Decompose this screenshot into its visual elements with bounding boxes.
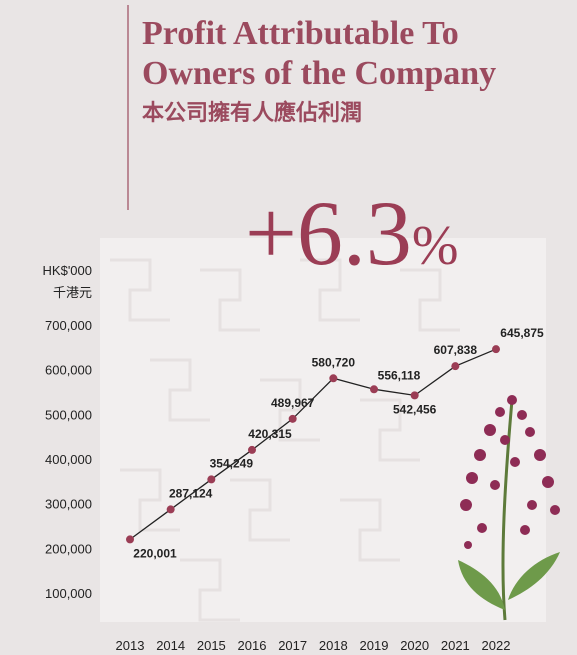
headline: +6.3% <box>245 182 459 284</box>
data-label: 354,249 <box>210 456 254 470</box>
plot-panel <box>100 238 546 622</box>
data-label: 287,124 <box>169 486 213 500</box>
y-tick-label: 400,000 <box>45 452 92 467</box>
x-tick-label: 2020 <box>400 638 429 653</box>
point <box>288 414 297 423</box>
point <box>166 505 175 514</box>
data-label: 542,456 <box>393 402 437 416</box>
point <box>248 445 256 454</box>
x-tick-label: 2021 <box>441 638 470 653</box>
data-label: 556,118 <box>378 368 421 382</box>
y-unit: HK$'000 <box>43 263 92 278</box>
point <box>451 362 460 371</box>
point <box>410 391 419 400</box>
y-unit: 千港元 <box>53 285 92 300</box>
data-label: 580,720 <box>312 355 356 369</box>
y-tick-label: 700,000 <box>45 318 92 333</box>
plant <box>458 395 560 621</box>
pattern <box>110 258 460 622</box>
x-tick-label: 2013 <box>116 638 145 653</box>
chart-title: Profit Attributable To <box>142 15 459 52</box>
x-tick-label: 2022 <box>482 638 511 653</box>
data-label: 220,001 <box>133 546 177 560</box>
chart-subtitle: 本公司擁有人應佔利潤 <box>142 100 362 125</box>
headline-unit: % <box>412 215 459 277</box>
x-tick-label: 2019 <box>360 638 389 653</box>
data-label: 607,838 <box>434 343 478 357</box>
x-tick-label: 2017 <box>278 638 307 653</box>
headline-value: +6.3 <box>245 182 412 284</box>
data-label: 420,315 <box>248 427 292 441</box>
y-tick-label: 200,000 <box>45 541 92 556</box>
y-tick-label: 500,000 <box>45 407 92 422</box>
data-label: 489,967 <box>271 396 315 410</box>
x-tick-label: 2018 <box>319 638 348 653</box>
point <box>492 345 500 354</box>
y-tick-label: 100,000 <box>45 586 92 601</box>
point <box>370 385 378 394</box>
x-tick-label: 2015 <box>197 638 226 653</box>
chart-title: Owners of the Company <box>142 55 496 92</box>
y-tick-label: 300,000 <box>45 497 92 512</box>
line <box>129 348 497 540</box>
point <box>126 535 134 544</box>
data-label: 645,875 <box>500 326 544 340</box>
point <box>207 475 216 484</box>
point <box>329 374 338 383</box>
y-tick-label: 600,000 <box>45 363 92 378</box>
x-tick-label: 2016 <box>238 638 267 653</box>
x-tick-label: 2014 <box>156 638 185 653</box>
